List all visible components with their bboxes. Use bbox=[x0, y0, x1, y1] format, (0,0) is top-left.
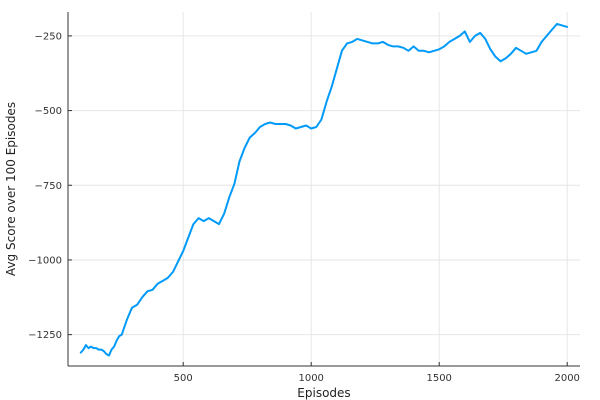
y-tick-label: −1000 bbox=[28, 255, 62, 266]
grid bbox=[68, 12, 580, 366]
x-tick-label: 500 bbox=[174, 373, 193, 384]
axes bbox=[67, 12, 580, 367]
y-tick-label: −1250 bbox=[28, 330, 62, 341]
y-tick-label: −250 bbox=[35, 31, 62, 42]
tick-labels: 500 1000 1500 2000 −1250 −1000 −750 −500 −250 bbox=[28, 31, 580, 384]
x-tick-label: 1000 bbox=[298, 373, 323, 384]
y-axis-title: Avg Score over 100 Episodes bbox=[4, 102, 18, 276]
series-layer bbox=[79, 22, 569, 357]
y-tick-label: −500 bbox=[35, 106, 62, 117]
series-line-1 bbox=[79, 22, 569, 357]
x-tick-label: 2000 bbox=[554, 373, 579, 384]
y-tick-label: −750 bbox=[35, 181, 62, 192]
x-axis-title: Episodes bbox=[297, 386, 350, 400]
x-tick-label: 1500 bbox=[426, 373, 451, 384]
